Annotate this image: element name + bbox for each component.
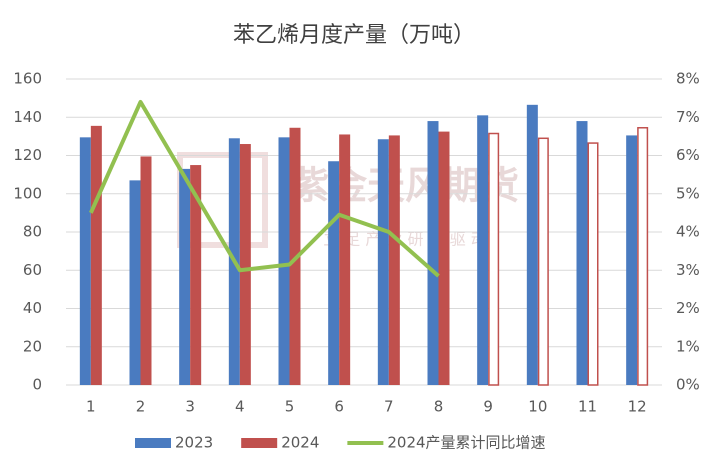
bar: [377, 139, 389, 385]
bar: [140, 156, 152, 385]
x-tick-label: 3: [185, 398, 195, 416]
y2-tick-label: 2%: [676, 299, 700, 317]
y-tick-label: 120: [13, 146, 42, 164]
legend-swatch: [241, 438, 278, 448]
bar: [278, 137, 290, 385]
x-tick-label: 5: [285, 398, 295, 416]
x-tick-label: 1: [86, 398, 96, 416]
y-tick-label: 100: [13, 184, 42, 202]
bar: [328, 161, 340, 385]
bar: [537, 137, 549, 386]
bar: [239, 144, 251, 385]
bar: [179, 168, 191, 385]
bar: [576, 121, 588, 385]
bar: [129, 180, 141, 385]
x-tick-label: 10: [528, 398, 547, 416]
y2-tick-label: 6%: [676, 146, 700, 164]
y2-tick-label: 0%: [676, 376, 700, 394]
y2-tick-label: 5%: [676, 184, 700, 202]
bar: [90, 125, 102, 385]
bar: [637, 127, 649, 386]
x-tick-label: 2: [136, 398, 146, 416]
y-tick-label: 160: [13, 70, 42, 88]
bar: [488, 132, 500, 386]
bar: [587, 142, 599, 386]
x-tick-label: 7: [384, 398, 394, 416]
x-tick-label: 11: [578, 398, 597, 416]
bar: [190, 165, 202, 385]
y2-tick-label: 4%: [676, 223, 700, 241]
legend-label: 2024: [281, 434, 319, 452]
x-tick-label: 6: [334, 398, 344, 416]
y-tick-label: 20: [23, 337, 42, 355]
chart-title: 苯乙烯月度产量（万吨）: [233, 23, 475, 48]
x-tick-label: 12: [628, 398, 647, 416]
bar: [526, 104, 538, 385]
bar: [388, 135, 400, 385]
legend-label: 2023: [175, 434, 213, 452]
y2-tick-label: 3%: [676, 261, 700, 279]
line: [89, 99, 440, 278]
y2-tick-label: 8%: [676, 70, 700, 88]
bar: [79, 137, 91, 385]
bar: [477, 115, 489, 386]
x-tick-label: 9: [483, 398, 493, 416]
y-tick-label: 140: [13, 108, 42, 126]
bar: [427, 121, 439, 385]
legend-swatch: [135, 438, 171, 448]
legend-label: 2024产量累计同比增速: [387, 434, 545, 452]
bar: [438, 131, 450, 385]
y2-tick-label: 1%: [676, 337, 700, 355]
y-tick-label: 80: [23, 223, 42, 241]
bar: [339, 134, 351, 385]
y2-tick-label: 7%: [676, 108, 700, 126]
x-tick-label: 4: [235, 398, 245, 416]
x-tick-label: 8: [434, 398, 444, 416]
y-tick-label: 60: [23, 261, 42, 279]
y-tick-label: 40: [23, 299, 42, 317]
y-tick-label: 0: [32, 376, 42, 394]
bar: [626, 135, 638, 385]
